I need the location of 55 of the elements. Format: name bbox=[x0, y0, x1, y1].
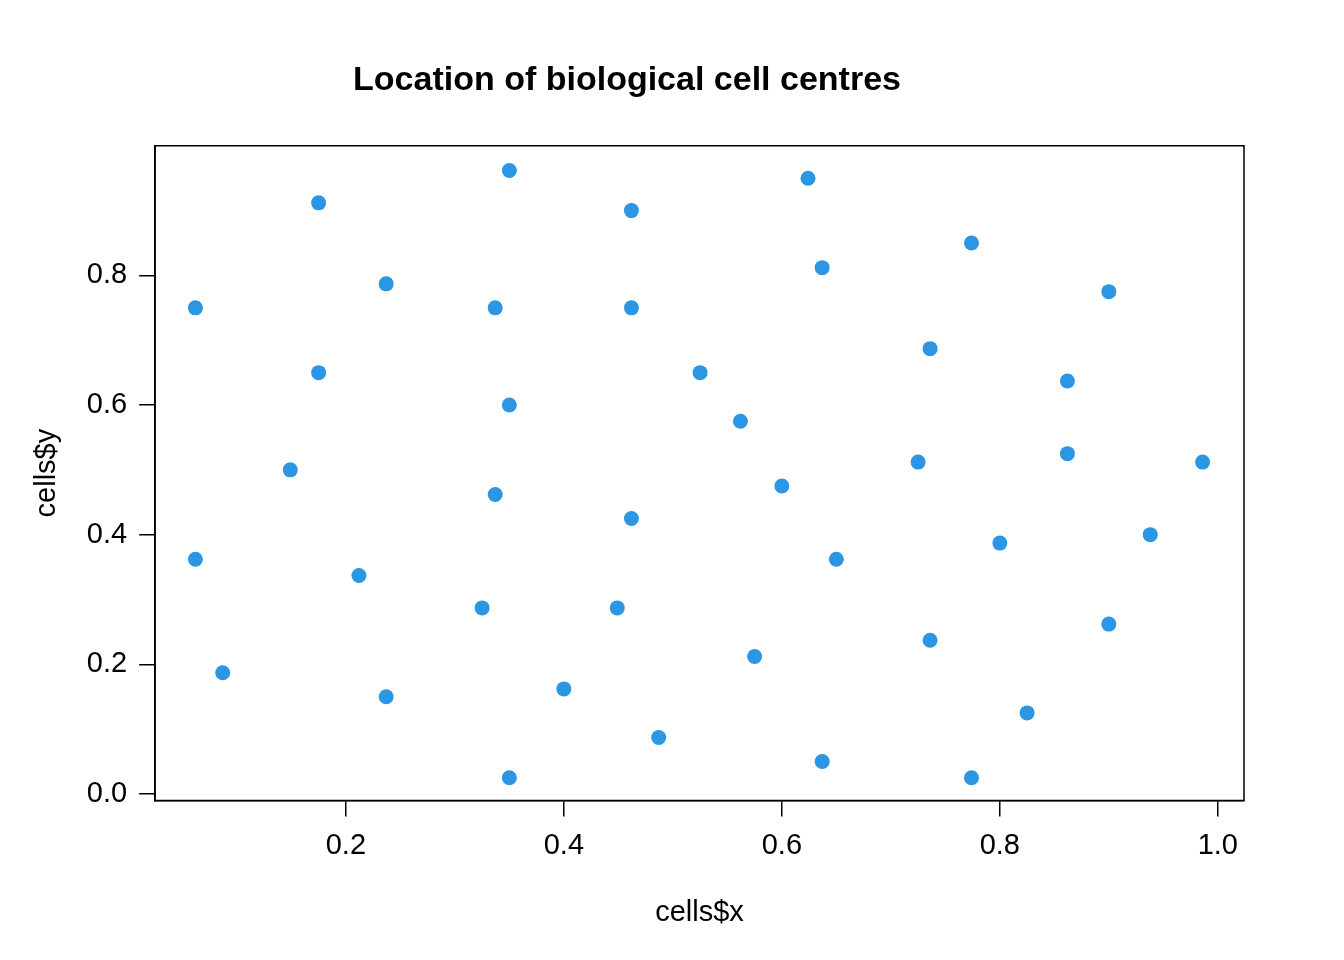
point bbox=[814, 754, 830, 770]
point bbox=[501, 397, 517, 413]
point bbox=[378, 276, 394, 292]
point bbox=[732, 413, 748, 429]
point bbox=[501, 162, 517, 178]
x-axis-title: cells$x bbox=[655, 894, 745, 927]
point bbox=[1195, 454, 1211, 470]
point bbox=[487, 486, 503, 502]
point bbox=[215, 665, 231, 681]
point bbox=[187, 551, 203, 567]
point bbox=[992, 535, 1008, 551]
y-tick-label: 0.4 bbox=[86, 516, 128, 549]
point bbox=[774, 478, 790, 494]
chart-title: Location of biological cell centres bbox=[353, 58, 901, 97]
point bbox=[187, 300, 203, 316]
x-tick-label: 0.4 bbox=[543, 827, 585, 860]
point bbox=[501, 770, 517, 786]
point bbox=[747, 649, 763, 665]
point bbox=[964, 235, 980, 251]
point bbox=[814, 260, 830, 276]
point bbox=[692, 365, 708, 381]
point bbox=[800, 170, 816, 186]
x-tick-label: 0.2 bbox=[325, 827, 367, 860]
point bbox=[1142, 527, 1158, 543]
point bbox=[351, 568, 367, 583]
point bbox=[556, 681, 572, 697]
point bbox=[487, 300, 503, 316]
point bbox=[651, 730, 667, 746]
point bbox=[1059, 373, 1075, 389]
point bbox=[311, 195, 327, 211]
point bbox=[828, 551, 844, 567]
point bbox=[922, 632, 938, 648]
x-tick-label: 0.8 bbox=[979, 827, 1021, 860]
point bbox=[623, 203, 639, 219]
y-axis-title: cells$y bbox=[29, 428, 62, 518]
point bbox=[1101, 616, 1117, 632]
point bbox=[609, 600, 625, 616]
point bbox=[282, 462, 298, 478]
point bbox=[1059, 446, 1075, 462]
x-tick-label: 1.0 bbox=[1197, 827, 1238, 860]
y-tick-label: 0.8 bbox=[86, 257, 128, 290]
point bbox=[474, 600, 490, 616]
point bbox=[623, 510, 639, 526]
y-tick-label: 0.6 bbox=[86, 387, 128, 420]
y-tick-label: 0.0 bbox=[86, 775, 128, 808]
point bbox=[623, 300, 639, 316]
point bbox=[1101, 284, 1117, 300]
point bbox=[311, 365, 327, 381]
y-tick-label: 0.2 bbox=[86, 646, 128, 679]
point bbox=[1019, 705, 1035, 721]
point bbox=[922, 341, 938, 357]
point bbox=[910, 454, 926, 470]
x-tick-label: 0.6 bbox=[761, 827, 803, 860]
point bbox=[964, 770, 980, 786]
point bbox=[378, 689, 394, 705]
